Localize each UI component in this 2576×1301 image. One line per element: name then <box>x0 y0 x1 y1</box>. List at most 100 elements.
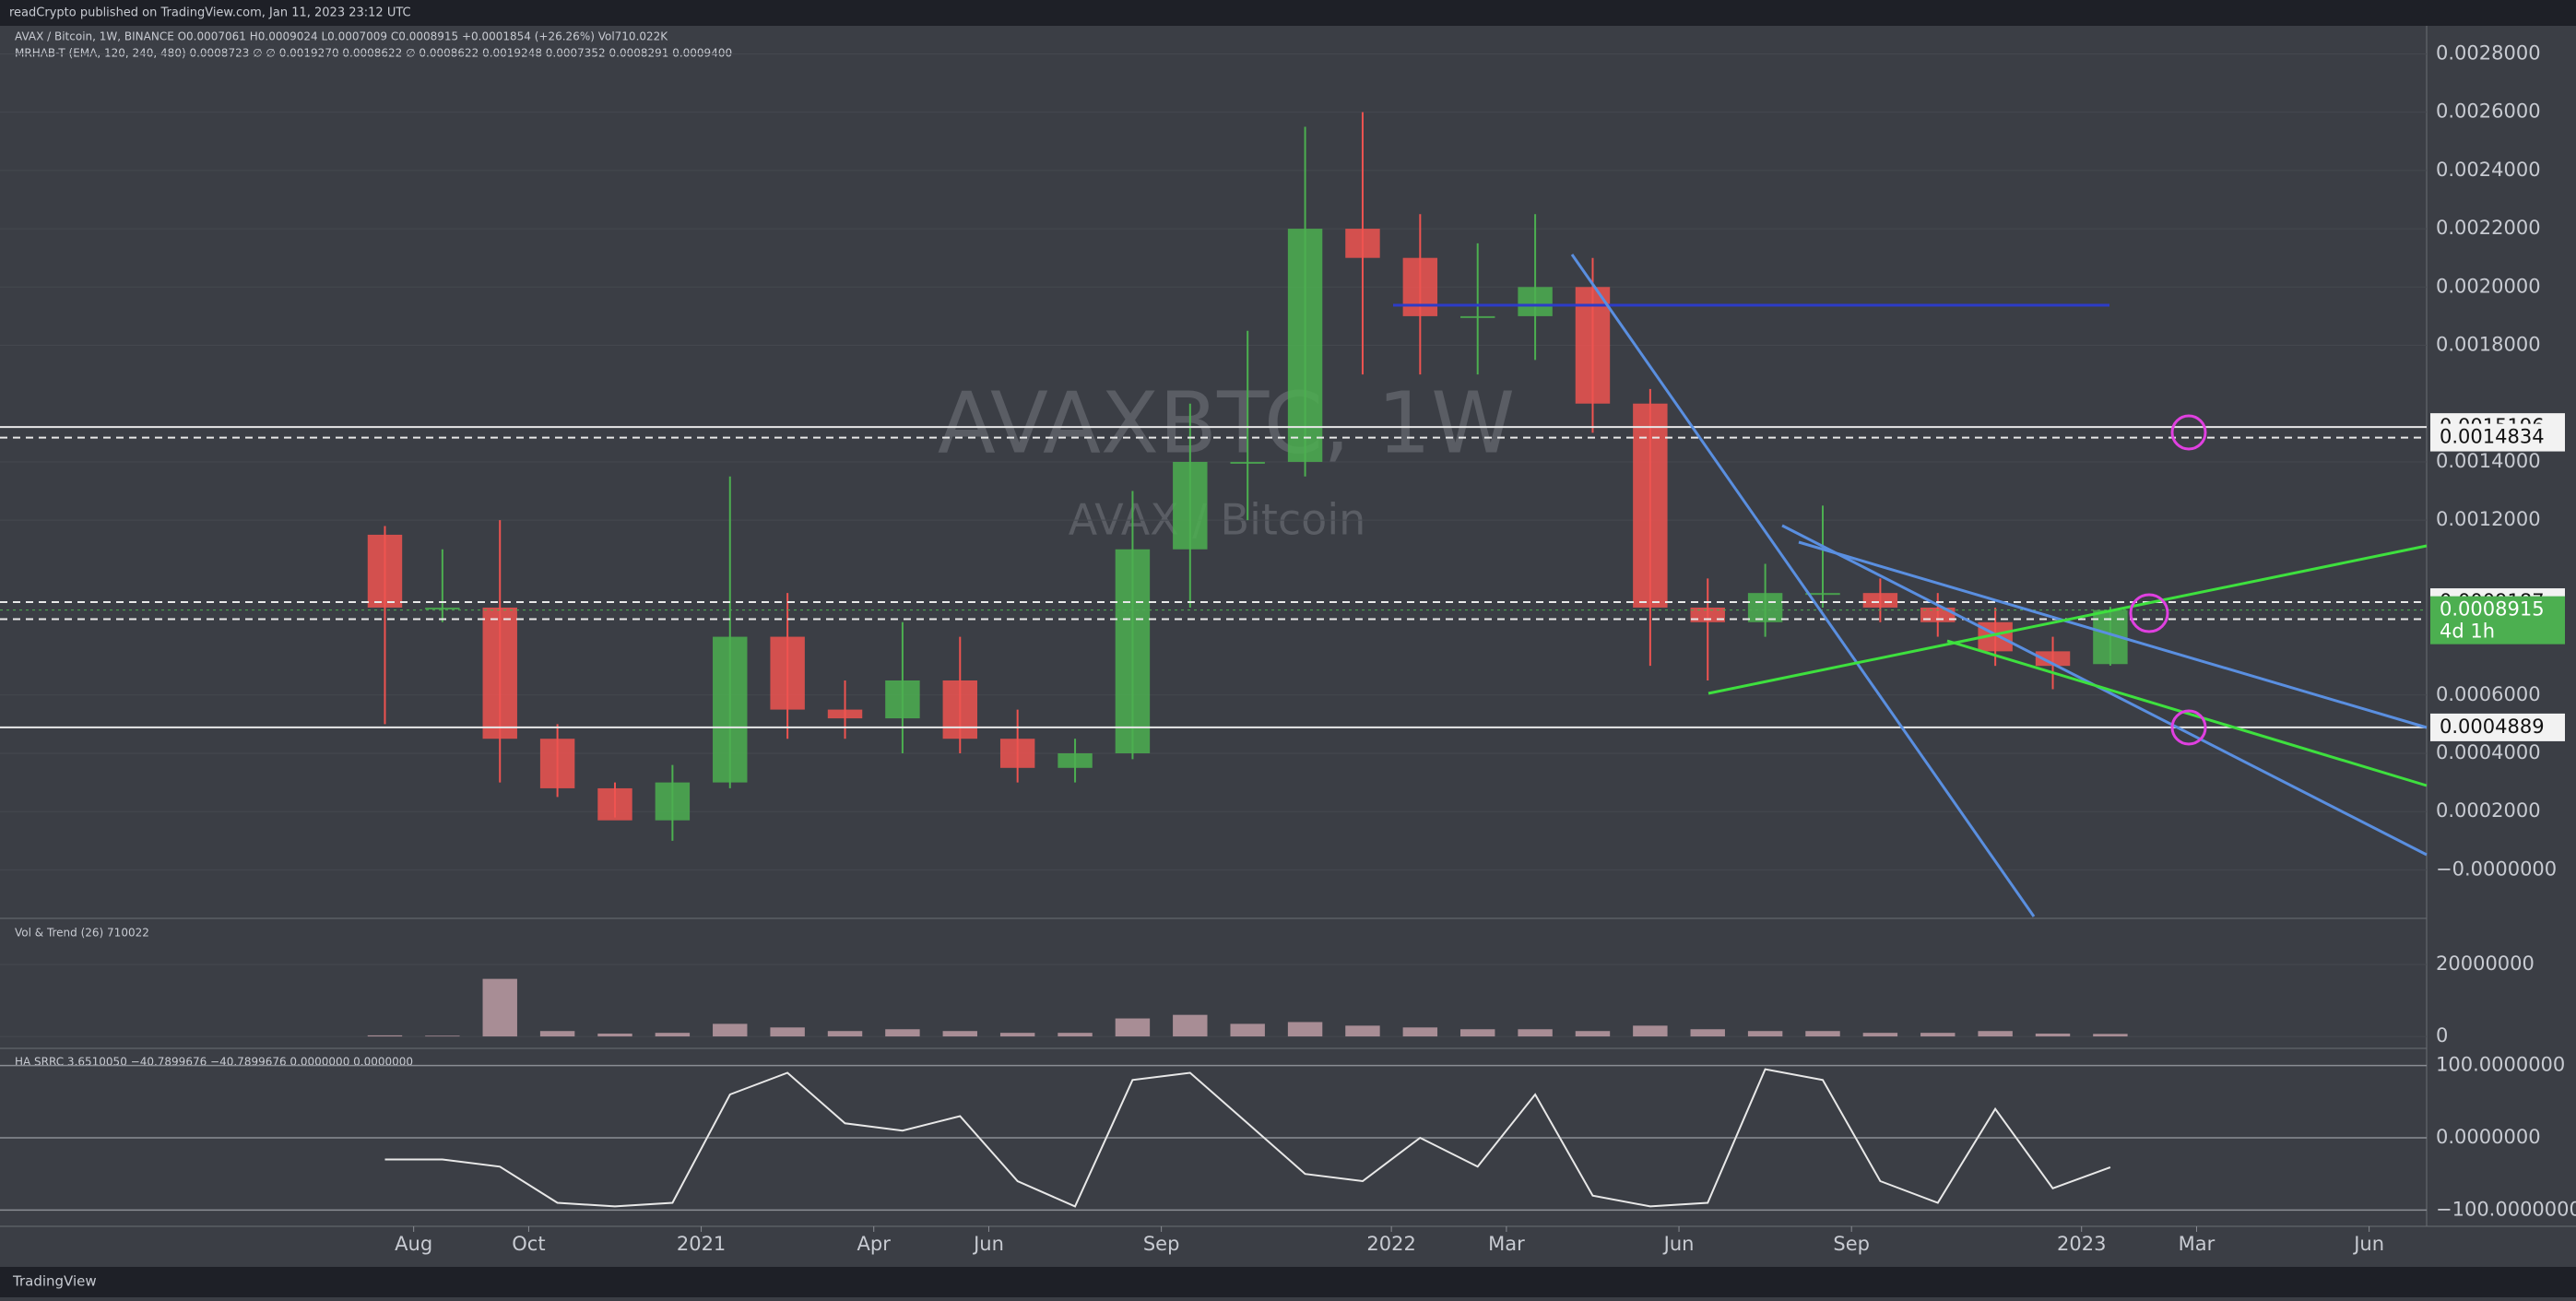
level-label: 0.0014834 <box>2440 426 2545 448</box>
y-tick-label: 0.0028000 <box>2436 41 2541 64</box>
volume-bar <box>1518 1029 1553 1037</box>
x-tick-label: Apr <box>857 1233 892 1255</box>
candle-body <box>1115 549 1151 754</box>
trend-line <box>1707 544 2428 695</box>
volume-bar <box>713 1023 748 1037</box>
candle-body <box>2035 651 2071 667</box>
volume-bar <box>1920 1033 1956 1037</box>
volume-bar <box>1230 1023 1265 1037</box>
volume-bar <box>1460 1029 1495 1037</box>
level-label-box <box>2430 713 2565 741</box>
marker-circle <box>2129 593 2169 633</box>
y-tick-label: 0.0006000 <box>2436 683 2541 705</box>
candle-body <box>1173 461 1208 550</box>
volume-bar <box>1058 1033 1093 1037</box>
candle-body <box>597 787 632 821</box>
price-label: 0.0008915 <box>2440 598 2545 621</box>
legend: AVAX / Bitcoin, 1W, BINANCE O0.0007061 H… <box>15 30 668 43</box>
x-tick-label: Mar <box>2179 1233 2216 1255</box>
candle-body <box>1230 461 1265 464</box>
volume-bar <box>367 1035 403 1037</box>
y-tick-label: 0.0014000 <box>2436 450 2541 472</box>
volume-bar <box>655 1033 691 1037</box>
publisher: readCrypto published on TradingView.com,… <box>9 6 411 20</box>
candle-body <box>1690 607 1725 622</box>
y-tick-label: −100.0000000 <box>2436 1198 2576 1220</box>
x-tick-label: Jun <box>972 1233 1004 1255</box>
volume-bar <box>1173 1014 1208 1037</box>
x-tick-label: Jun <box>2352 1233 2384 1255</box>
x-tick-label: 2022 <box>1366 1233 1415 1255</box>
volume-bar <box>2035 1033 2071 1037</box>
y-tick-label: 0.0020000 <box>2436 275 2541 297</box>
y-tick-label: 0.0026000 <box>2436 101 2541 123</box>
volume-bar <box>885 1029 920 1037</box>
y-tick-label: 0.0000000 <box>2436 1126 2541 1148</box>
volume-bar <box>2093 1034 2128 1037</box>
volume-bar <box>1287 1022 1323 1037</box>
candle-body <box>1460 315 1495 318</box>
y-tick-label: −0.0000000 <box>2436 857 2557 880</box>
trend-line <box>1781 524 2428 857</box>
candle-body <box>482 607 517 739</box>
volume-bar <box>1115 1018 1151 1037</box>
x-tick-label: Oct <box>512 1233 545 1255</box>
candle-body <box>655 782 691 821</box>
candle-body <box>1058 753 1093 768</box>
price-label-box <box>2430 596 2565 645</box>
level-label: 0.0004889 <box>2440 716 2545 738</box>
candle-body <box>1633 403 1668 608</box>
marker-circle <box>2170 414 2207 451</box>
candle-body <box>942 680 977 739</box>
candle-body <box>1747 593 1783 622</box>
y-tick-label: 0 <box>2436 1024 2448 1047</box>
candle-body <box>425 607 460 609</box>
volume-bar <box>1747 1031 1783 1037</box>
volume-bar <box>1402 1027 1438 1037</box>
y-tick-label: 100.0000000 <box>2436 1054 2565 1076</box>
x-tick-label: 2021 <box>677 1233 726 1255</box>
candle-body <box>1518 287 1553 316</box>
candle-body <box>1862 593 1898 608</box>
x-tick-label: 2023 <box>2057 1233 2106 1255</box>
y-tick-label: 0.0018000 <box>2436 334 2541 356</box>
volume-bar <box>539 1031 575 1037</box>
candle-body <box>539 739 575 788</box>
indicator-legend: MRHAB-T (EMA, 120, 240, 480) 0.0008723 ∅… <box>15 47 732 60</box>
candle-body <box>770 636 805 710</box>
volume-bar <box>1633 1025 1668 1037</box>
volume-bar <box>1862 1033 1898 1037</box>
candle-body <box>885 680 920 719</box>
volume-bar <box>770 1027 805 1037</box>
x-tick-label: Mar <box>1488 1233 1525 1255</box>
candle-body <box>1287 229 1323 462</box>
top-bar <box>0 0 2576 26</box>
volume-bar <box>1345 1025 1380 1037</box>
y-tick-label: 0.0022000 <box>2436 217 2541 239</box>
y-tick-label: 0.0024000 <box>2436 159 2541 181</box>
candle-body <box>827 709 863 719</box>
candle-body <box>713 636 748 783</box>
x-tick-label: Sep <box>1143 1233 1180 1255</box>
volume-bar <box>482 978 517 1037</box>
volume-bar <box>999 1033 1035 1037</box>
annotations <box>1393 254 2428 917</box>
x-tick-label: Sep <box>1833 1233 1870 1255</box>
marker-circle <box>2170 709 2207 746</box>
trend-line <box>1798 540 2428 729</box>
volume-bar <box>1575 1031 1611 1037</box>
y-tick-label: 0.0002000 <box>2436 799 2541 822</box>
volume-bar <box>425 1035 460 1037</box>
volume-bar <box>942 1031 977 1037</box>
volume-bar <box>597 1033 632 1037</box>
oscillator-line <box>384 1068 2111 1208</box>
watermark: AVAXBTC, 1W <box>938 373 1515 472</box>
y-tick-label: 0.0012000 <box>2436 508 2541 530</box>
x-tick-label: Aug <box>395 1233 432 1255</box>
volume-title: Vol & Trend (26) 710022 <box>15 927 149 940</box>
bottom-bar <box>0 1267 2576 1297</box>
candle-body <box>1345 229 1380 258</box>
